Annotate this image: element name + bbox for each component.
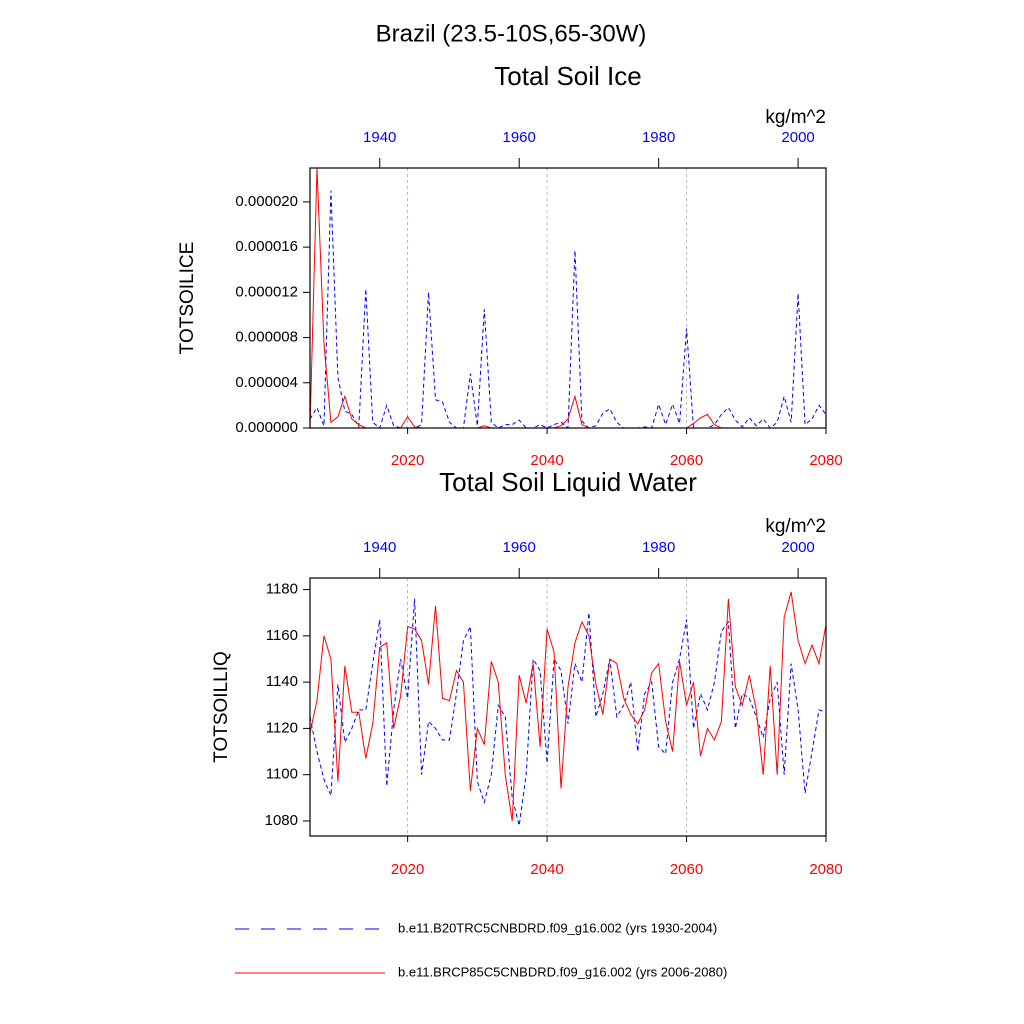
x2-tick-label: 1940 <box>363 129 396 146</box>
y-tick-label: 0.000012 <box>235 283 298 300</box>
x-tick-label: 2020 <box>391 861 424 878</box>
chart-title: Total Soil Ice <box>494 61 641 91</box>
legend-label: b.e11.B20TRC5CNBDRD.f09_g16.002 (yrs 193… <box>398 920 717 935</box>
x2-tick-label: 1940 <box>363 539 396 556</box>
x2-tick-label: 1980 <box>642 539 675 556</box>
y-tick-label: 1080 <box>265 812 298 829</box>
x-tick-label: 2040 <box>530 452 563 469</box>
x2-tick-label: 1960 <box>503 129 536 146</box>
x-tick-label: 2080 <box>809 861 842 878</box>
series-line <box>310 591 826 822</box>
y-tick-label: 0.000000 <box>235 419 298 436</box>
x2-tick-label: 1960 <box>503 539 536 556</box>
y-tick-label: 0.000020 <box>235 193 298 210</box>
x-tick-label: 2020 <box>391 452 424 469</box>
series-line <box>310 598 826 826</box>
plot-frame <box>309 167 827 429</box>
y-tick-label: 1180 <box>266 581 298 598</box>
y-axis-label: TOTSOILICE <box>177 242 198 355</box>
series-line <box>310 168 826 428</box>
y-tick-label: 0.000016 <box>235 238 298 255</box>
y-tick-label: 1160 <box>266 627 298 644</box>
units-label: kg/m^2 <box>765 107 826 128</box>
units-label: kg/m^2 <box>765 516 826 537</box>
y-axis-label: TOTSOILLIQ <box>211 651 232 763</box>
x-tick-label: 2040 <box>530 861 563 878</box>
y-tick-label: 1100 <box>266 766 298 783</box>
y-tick-label: 1140 <box>266 673 298 690</box>
y-tick-label: 0.000004 <box>235 374 298 391</box>
x-tick-label: 2060 <box>670 861 703 878</box>
x2-tick-label: 2000 <box>781 129 814 146</box>
x-tick-label: 2060 <box>670 452 703 469</box>
x2-tick-label: 2000 <box>781 539 814 556</box>
page-title: Brazil (23.5-10S,65-30W) <box>376 20 647 47</box>
y-tick-label: 1120 <box>266 719 298 736</box>
series-line <box>310 190 826 428</box>
legend-label: b.e11.BRCP85C5CNBDRD.f09_g16.002 (yrs 20… <box>398 964 727 979</box>
x-tick-label: 2080 <box>809 452 842 469</box>
chart-title: Total Soil Liquid Water <box>439 467 697 497</box>
x2-tick-label: 1980 <box>642 129 675 146</box>
y-tick-label: 0.000008 <box>235 329 298 346</box>
plot-frame <box>309 577 827 837</box>
